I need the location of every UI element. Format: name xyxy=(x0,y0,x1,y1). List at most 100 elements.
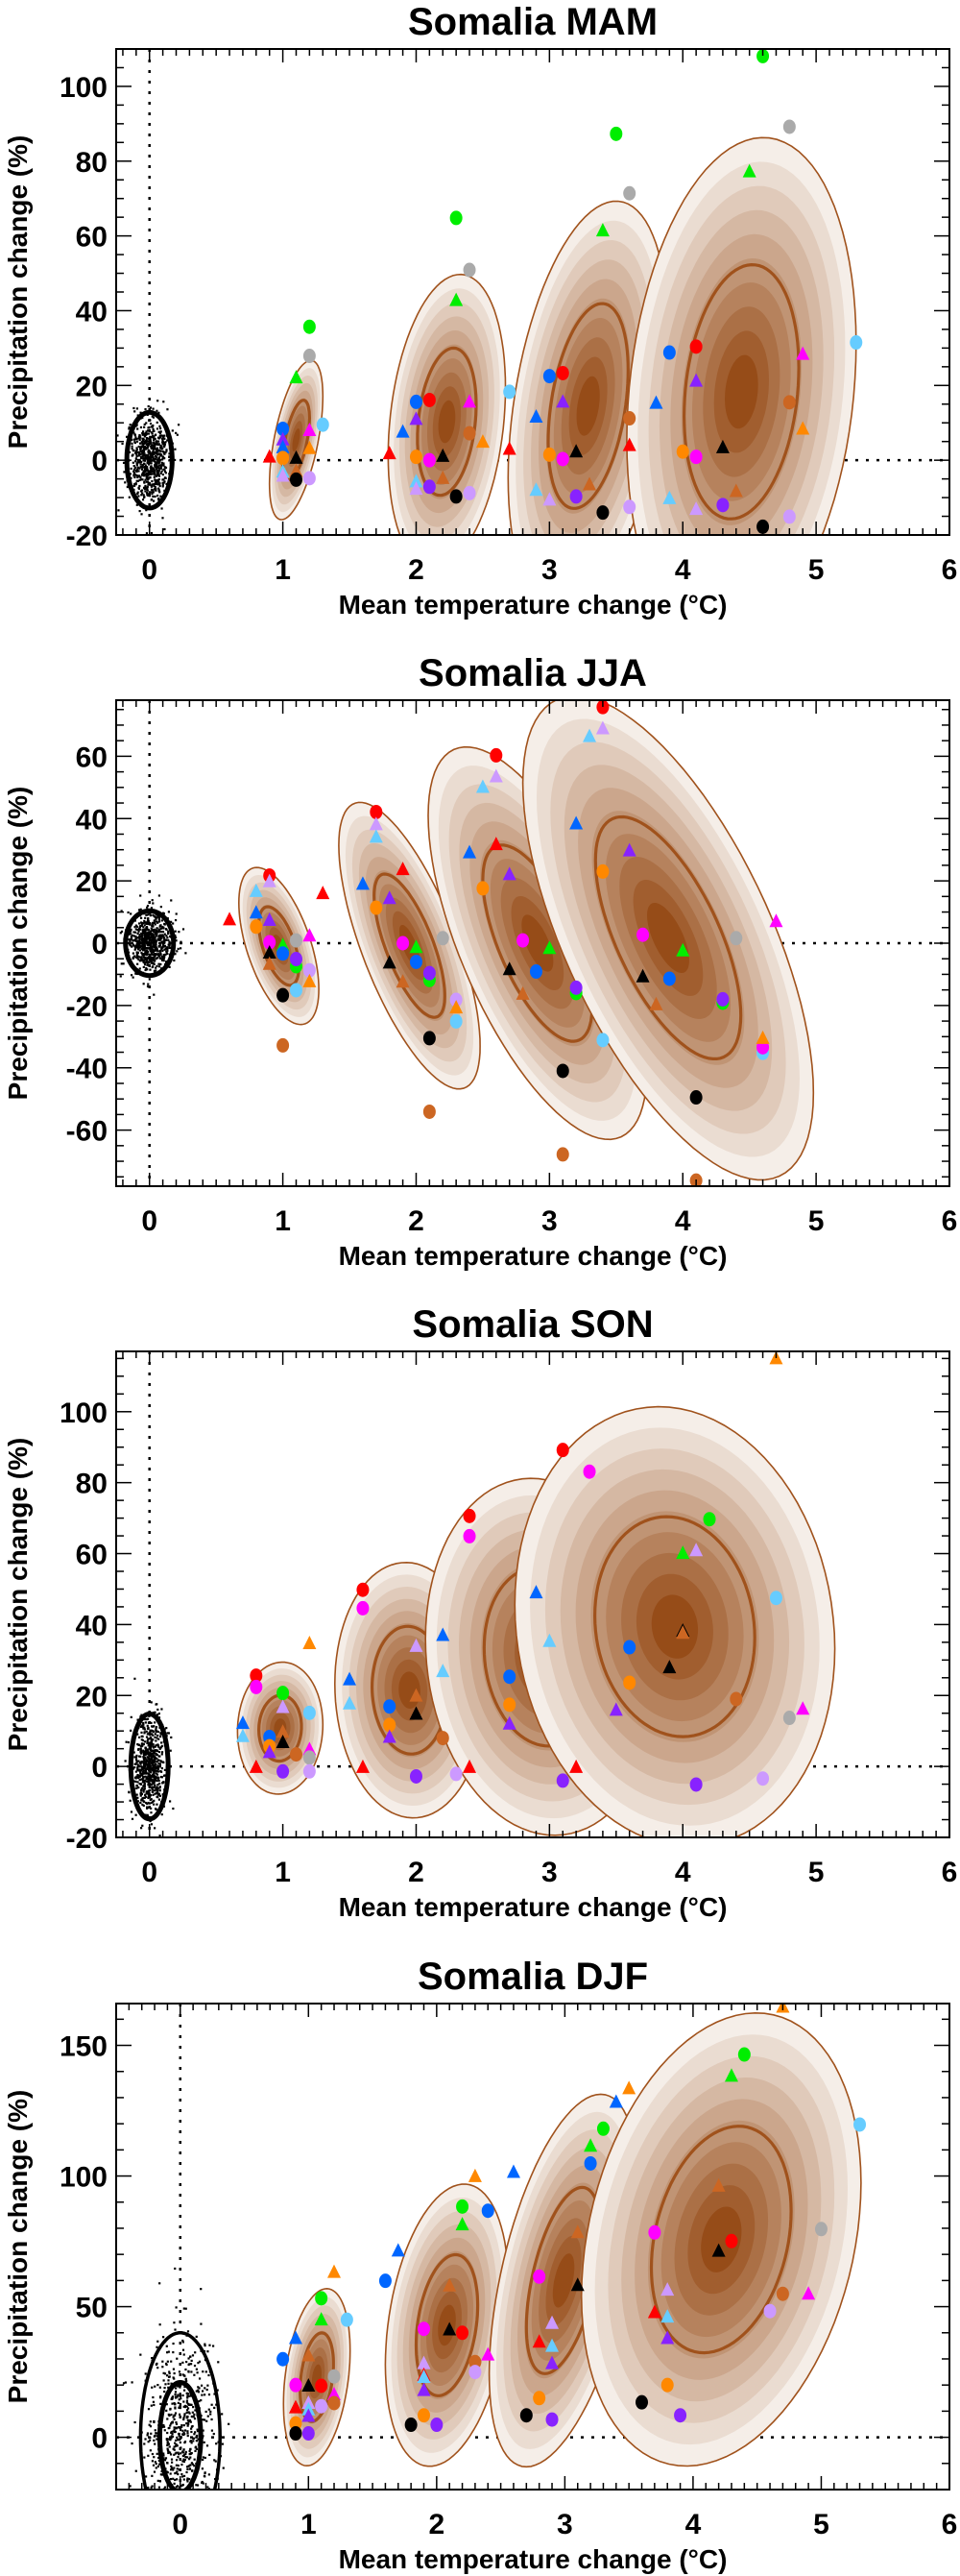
x-axis-label: Mean temperature change (°C) xyxy=(339,590,728,620)
control-sample-point xyxy=(150,927,153,930)
control-sample-point xyxy=(150,488,154,491)
control-sample-point xyxy=(155,462,158,465)
control-sample-point xyxy=(144,1770,147,1773)
control-sample-point xyxy=(162,401,165,403)
control-sample-point xyxy=(166,439,169,442)
control-sample-point xyxy=(157,450,160,452)
control-sample-point xyxy=(134,460,137,463)
control-sample-point xyxy=(139,455,143,458)
control-sample-point xyxy=(146,1717,150,1720)
model-point-gray-circle xyxy=(436,931,449,946)
control-sample-point xyxy=(204,2456,206,2460)
control-sample-point xyxy=(153,1786,156,1789)
model-point-black-circle xyxy=(519,2408,533,2423)
control-sample-point xyxy=(148,953,152,956)
control-sample-point xyxy=(163,2386,166,2390)
control-sample-point xyxy=(183,2458,186,2462)
control-sample-point xyxy=(187,2422,190,2425)
model-point-purple-circle xyxy=(569,489,583,504)
control-sample-point xyxy=(178,931,180,934)
control-sample-point xyxy=(153,1780,156,1783)
model-point-purple-circle xyxy=(430,2418,444,2433)
control-sample-point xyxy=(141,452,144,455)
control-sample-point xyxy=(191,2463,195,2466)
control-sample-point xyxy=(173,2414,176,2417)
control-sample-point xyxy=(165,2438,168,2441)
control-sample-point xyxy=(148,1758,151,1761)
control-sample-point xyxy=(139,2353,142,2356)
control-sample-point xyxy=(132,957,134,960)
control-sample-point xyxy=(166,947,169,951)
control-sample-point xyxy=(156,474,158,477)
control-sample-point xyxy=(167,932,170,935)
control-sample-point xyxy=(139,908,142,911)
control-sample-point xyxy=(191,2411,194,2414)
control-sample-point xyxy=(139,1801,142,1805)
control-sample-point xyxy=(149,914,152,917)
y-tick-label: 60 xyxy=(76,1540,108,1571)
control-sample-point xyxy=(181,2394,184,2397)
control-sample-point xyxy=(153,2435,156,2438)
model-point-blue-triangle xyxy=(649,395,663,409)
model-point-purple-circle xyxy=(409,1768,422,1784)
control-sample-point xyxy=(182,2307,185,2310)
plot-frame xyxy=(115,1350,950,1838)
model-point-red-triangle xyxy=(489,837,503,851)
control-sample-point xyxy=(156,421,158,425)
control-sample-point xyxy=(151,2386,154,2389)
control-sample-point xyxy=(162,936,166,939)
control-sample-point xyxy=(191,2424,194,2428)
chart-title: Somalia JJA xyxy=(419,652,647,694)
control-sample-point xyxy=(173,2428,176,2431)
control-sample-point xyxy=(193,2373,196,2376)
control-sample-point xyxy=(149,476,152,479)
control-sample-point xyxy=(150,1759,153,1762)
x-tick-label: 0 xyxy=(172,2509,188,2540)
model-point-orange-circle xyxy=(383,1717,396,1733)
control-sample-point xyxy=(156,450,158,452)
model-point-green-circle xyxy=(315,2291,328,2306)
control-sample-point xyxy=(137,437,140,440)
control-sample-point xyxy=(157,498,160,501)
control-sample-point xyxy=(175,2420,178,2424)
control-sample-point xyxy=(205,2419,208,2422)
model-point-purple-triangle xyxy=(545,2355,560,2369)
control-sample-point xyxy=(204,2529,205,2531)
model-point-lavender-circle xyxy=(623,499,636,515)
control-sample-point xyxy=(129,424,132,426)
control-sample-point xyxy=(142,494,145,497)
control-sample-point xyxy=(154,932,156,935)
control-sample-point xyxy=(147,1793,150,1796)
control-sample-point xyxy=(151,923,155,926)
control-sample-point xyxy=(142,965,145,969)
control-sample-point xyxy=(139,1791,143,1794)
control-sample-point xyxy=(138,1743,141,1747)
control-sample-point xyxy=(189,2464,192,2467)
control-sample-point xyxy=(161,483,164,487)
control-sample-point xyxy=(157,916,161,919)
control-sample-point xyxy=(146,934,149,936)
model-point-black-triangle xyxy=(276,1735,290,1749)
control-sample-point xyxy=(134,436,137,439)
control-sample-point xyxy=(136,460,139,463)
control-sample-point xyxy=(157,920,161,923)
model-point-orange-circle xyxy=(476,881,490,896)
control-sample-point xyxy=(152,1793,155,1796)
control-sample-point xyxy=(191,2354,195,2357)
control-sample-point xyxy=(132,939,134,942)
model-point-brown-triangle xyxy=(443,2277,457,2292)
control-sample-point xyxy=(142,1766,146,1770)
control-sample-point xyxy=(167,938,170,941)
control-sample-point xyxy=(176,2395,179,2398)
control-sample-point xyxy=(141,465,144,468)
model-point-purple-triangle xyxy=(276,431,290,446)
control-sample-point xyxy=(156,1703,158,1706)
model-point-brown-circle xyxy=(276,1037,290,1053)
control-sample-point xyxy=(137,445,140,449)
control-sample-point xyxy=(152,902,155,905)
control-sample-point xyxy=(143,481,146,484)
control-sample-point xyxy=(190,2370,193,2373)
control-sample-point xyxy=(163,923,166,926)
control-sample-point xyxy=(122,962,125,965)
control-sample-point xyxy=(153,2419,156,2423)
